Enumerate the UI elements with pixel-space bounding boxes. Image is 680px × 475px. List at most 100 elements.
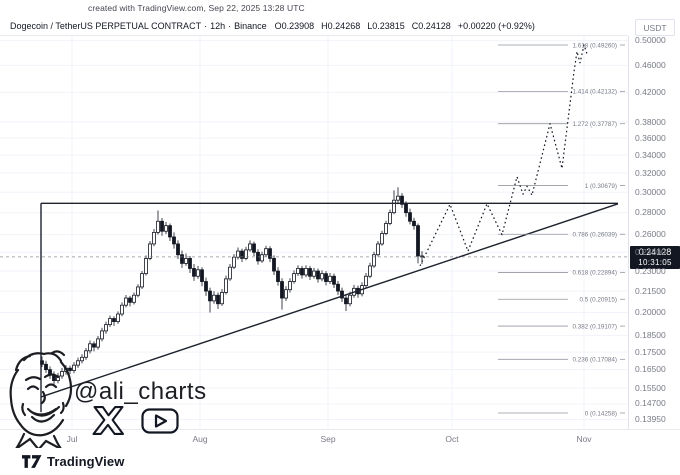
last-price-badge: 0.24128 10:31:05 — [630, 245, 680, 269]
candle-body — [260, 254, 264, 262]
fib-level-label: 0.618 (0.22894) — [573, 270, 617, 277]
candle-body — [336, 283, 340, 292]
tradingview-logo-text: TradingView — [47, 454, 125, 469]
candle-body — [164, 225, 168, 232]
candle-body — [228, 266, 232, 280]
separator-dot: · — [228, 21, 232, 31]
candle-body — [384, 223, 388, 234]
change-value: +0.00220 (+0.92%) — [457, 21, 535, 31]
tradingview-logo[interactable]: TradingView — [22, 454, 124, 469]
separator-dot: · — [204, 21, 208, 31]
candle-body — [316, 270, 320, 280]
candle-body — [168, 225, 172, 238]
candle-body — [92, 343, 96, 348]
close-value: C0.24128 — [411, 21, 451, 31]
fib-level-label: 1.414 (0.42132) — [573, 89, 617, 96]
candle-body — [124, 297, 128, 306]
price-tick-label: 0.50000 — [635, 35, 666, 46]
fib-level-label: 1 (0.30679) — [585, 183, 617, 190]
candle-body — [412, 220, 416, 227]
candle-body — [132, 294, 136, 303]
price-projection-path[interactable] — [419, 44, 588, 267]
candle-body — [72, 364, 76, 371]
candle-body — [304, 268, 308, 276]
candle-body — [224, 278, 228, 293]
currency-toggle[interactable]: USDT — [635, 19, 675, 36]
exchange-label: Binance — [234, 21, 267, 31]
fib-level-label: 0.236 (0.17084) — [573, 357, 617, 364]
candle-body — [268, 248, 272, 259]
tradingview-logo-icon — [22, 455, 42, 468]
candle-body — [156, 220, 160, 233]
price-tick-label: 0.14700 — [635, 398, 666, 409]
candle-body — [232, 256, 236, 268]
candle-body — [404, 203, 408, 214]
candle-body — [344, 297, 348, 305]
candle-body — [88, 343, 92, 352]
price-tick-label: 0.16500 — [635, 364, 666, 375]
interval-label[interactable]: 12h — [210, 21, 226, 31]
candle-body — [240, 250, 244, 259]
candle-body — [68, 367, 72, 371]
candle-body — [288, 281, 292, 291]
candle-body — [396, 195, 400, 201]
candle-body — [200, 269, 204, 282]
candle-body — [148, 243, 152, 259]
candle-body — [340, 290, 344, 299]
candle-body — [96, 338, 100, 348]
last-price-value: 0.24128 — [638, 246, 672, 257]
candle-body — [312, 270, 316, 277]
fib-level-label: 0.382 (0.19107) — [573, 323, 617, 330]
price-tick-label: 0.26000 — [635, 229, 666, 240]
candle-body — [176, 243, 180, 256]
candle-body — [276, 270, 280, 282]
candle-body — [320, 273, 324, 280]
candle-body — [172, 236, 176, 245]
candle-body — [220, 292, 224, 305]
candle-body — [144, 258, 148, 275]
candle-body — [236, 250, 240, 258]
candle-body — [348, 294, 352, 305]
candle-body — [76, 360, 80, 366]
month-tick-label: Jul — [66, 434, 78, 444]
candle-body — [112, 318, 116, 322]
candle-body — [380, 233, 384, 245]
candle-body — [400, 195, 404, 205]
candle-body — [392, 199, 396, 214]
low-value: L0.23815 — [367, 21, 405, 31]
high-value: H0.24268 — [321, 21, 361, 31]
candle-body — [408, 212, 412, 222]
open-value: O0.23908 — [274, 21, 315, 31]
candle-body — [84, 350, 88, 358]
price-tick-label: 0.30000 — [635, 186, 666, 197]
candle-body — [104, 324, 108, 332]
price-tick-label: 0.21500 — [635, 285, 666, 296]
candle-body — [180, 254, 184, 264]
price-axis[interactable]: 0.24128 10:31:05 0.50000 0.46000 0.42000 0.… — [628, 35, 680, 429]
candle-body — [388, 212, 392, 224]
youtube-play-icon — [141, 407, 179, 434]
price-tick-label: 0.38000 — [635, 116, 666, 127]
watermark-icons — [92, 406, 179, 435]
candle-body — [204, 281, 208, 292]
price-tick-label: 0.34000 — [635, 149, 666, 160]
symbol-title[interactable]: Dogecoin / TetherUS PERPETUAL CONTRACT — [10, 21, 202, 31]
candle-body — [44, 363, 48, 371]
footer-bar: TradingView — [0, 448, 680, 475]
price-tick-label: 0.28000 — [635, 207, 666, 218]
fib-extension[interactable]: 1.618 (0.49260) 1.414 (0.42132) 1.272 (0.3… — [498, 42, 625, 417]
candle-body — [100, 330, 104, 340]
candle-body — [252, 243, 256, 253]
price-tick-label: 0.42000 — [635, 86, 666, 97]
candle-body — [188, 258, 192, 269]
month-tick-label: Sep — [320, 434, 336, 444]
price-tick-label: 0.36000 — [635, 132, 666, 143]
candle-body — [140, 273, 144, 288]
candle-body — [160, 220, 164, 232]
candle-body — [80, 356, 84, 362]
fib-level-label: 1.618 (0.49260) — [573, 42, 617, 49]
fib-level-label: 1.272 (0.37787) — [573, 121, 617, 128]
triangle-support-line[interactable] — [40, 203, 619, 398]
candle-body — [300, 268, 304, 276]
